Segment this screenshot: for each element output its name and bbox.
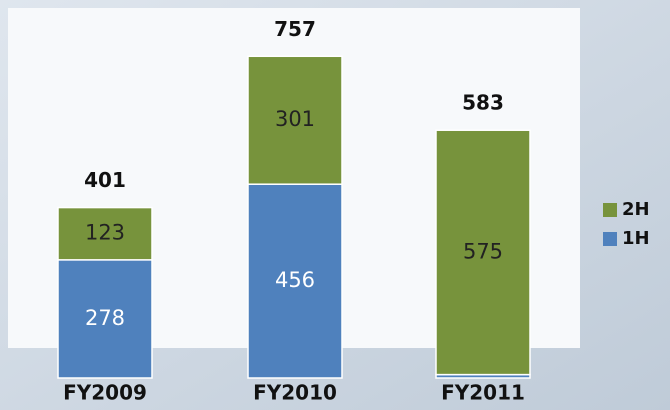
total-label: 757 <box>274 17 316 41</box>
bar-segment <box>57 259 153 379</box>
data-label: 575 <box>463 239 503 263</box>
data-label: 123 <box>85 221 125 245</box>
legend-swatch <box>603 203 617 217</box>
bar-segment <box>57 206 153 261</box>
bar-segment <box>435 129 531 376</box>
bar-segment <box>247 183 343 379</box>
category-label: FY2010 <box>253 381 337 405</box>
data-label: 456 <box>275 268 315 292</box>
legend-label: 1H <box>622 228 650 249</box>
category-label: FY2009 <box>63 381 147 405</box>
total-label: 583 <box>462 91 504 115</box>
legend-label: 2H <box>622 199 650 220</box>
legend-swatch <box>603 232 617 246</box>
total-label: 401 <box>84 168 126 192</box>
data-label: 301 <box>275 107 315 131</box>
bar-segment <box>247 55 343 185</box>
category-label: FY2011 <box>441 381 525 405</box>
data-label: 278 <box>85 306 125 330</box>
